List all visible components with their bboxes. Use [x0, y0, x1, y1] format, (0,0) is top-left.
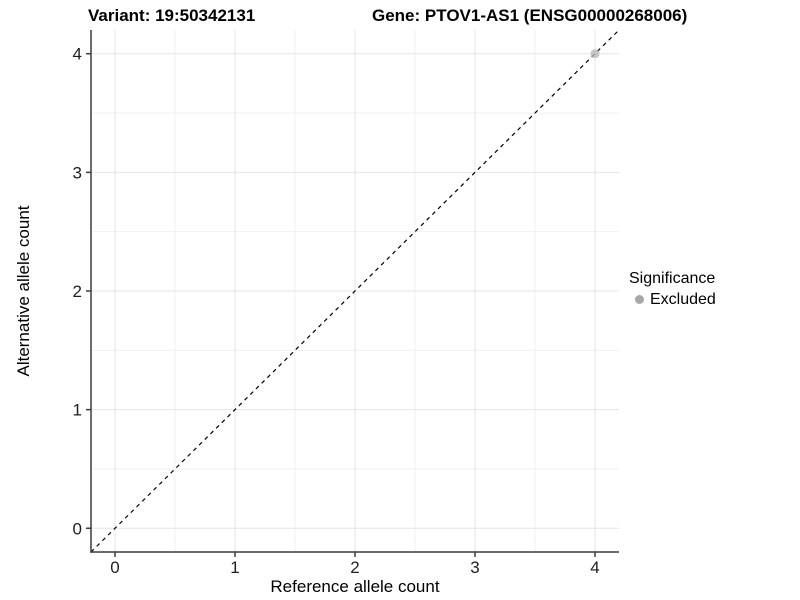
y-tick-label: 0	[73, 519, 82, 538]
x-tick-label: 1	[230, 558, 239, 577]
x-tick-label: 4	[590, 558, 599, 577]
legend-entry-label: Excluded	[650, 291, 716, 308]
variant-title: Variant: 19:50342131	[88, 6, 256, 25]
y-axis-title: Alternative allele count	[14, 205, 33, 377]
y-tick-label: 3	[73, 163, 82, 182]
y-tick-label: 2	[73, 282, 82, 301]
legend: Significance Excluded	[629, 269, 716, 309]
x-tick-label: 3	[470, 558, 479, 577]
data-point	[590, 49, 600, 59]
x-tick-label: 0	[110, 558, 119, 577]
y-tick-label: 1	[73, 401, 82, 420]
x-axis-title: Reference allele count	[270, 577, 440, 596]
legend-marker-circle-icon	[635, 295, 644, 304]
y-tick-label: 4	[73, 45, 82, 64]
legend-title: Significance	[629, 270, 716, 287]
identity-dashed-line	[90, 29, 620, 553]
gene-title: Gene: PTOV1-AS1 (ENSG00000268006)	[372, 6, 688, 25]
legend-entry-excluded: Excluded	[629, 290, 716, 309]
x-tick-label: 2	[350, 558, 359, 577]
